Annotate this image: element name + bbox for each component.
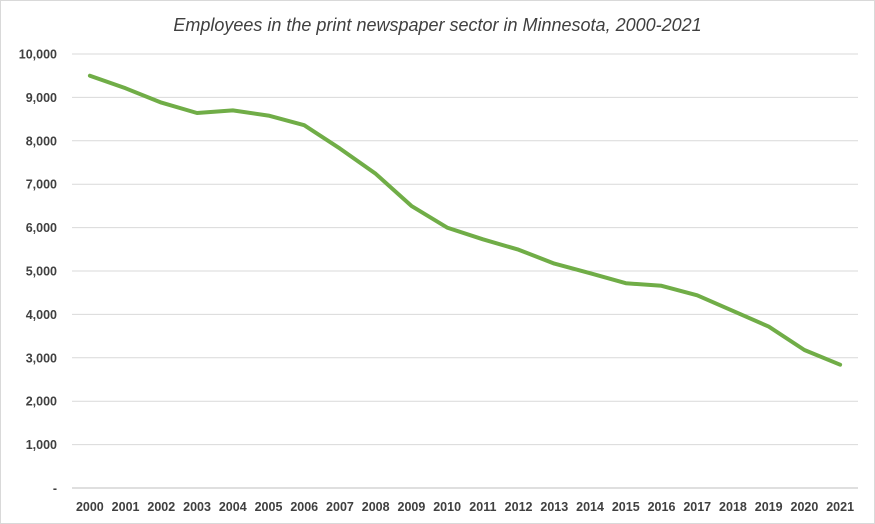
y-tick-label: 4,000 [26,308,57,322]
series-layer [87,73,843,367]
y-tick-label: 2,000 [26,395,57,409]
y-tick-label: 7,000 [26,178,57,192]
x-tick-label: 2004 [219,500,247,514]
x-tick-label: 2002 [147,500,175,514]
y-tick-label: - [53,482,57,496]
x-tick-label: 2006 [290,500,318,514]
x-tick-label: 2021 [826,500,854,514]
x-axis-tick-labels: 2000 2001 2002 2003 2004 2005 2006 2007 2008 2009… [76,500,854,514]
y-tick-label: 1,000 [26,438,57,452]
y-tick-label: 9,000 [26,91,57,105]
grid-layer [72,53,858,489]
x-tick-label: 2001 [112,500,140,514]
x-tick-label: 2016 [648,500,676,514]
x-tick-label: 2008 [362,500,390,514]
x-tick-label: 2014 [576,500,604,514]
x-tick-label: 2003 [183,500,211,514]
y-tick-label: 3,000 [26,351,57,365]
x-tick-label: 2000 [76,500,104,514]
y-tick-label: 8,000 [26,134,57,148]
x-tick-label: 2011 [469,500,496,514]
chart-title: Employees in the print newspaper sector … [173,15,702,35]
x-tick-label: 2013 [540,500,568,514]
y-tick-label: 6,000 [26,221,57,235]
x-tick-label: 2020 [791,500,819,514]
x-tick-label: 2017 [683,500,711,514]
y-tick-label: 5,000 [26,265,57,279]
x-tick-label: 2009 [398,500,426,514]
x-tick-label: 2019 [755,500,783,514]
x-tick-label: 2007 [326,500,354,514]
x-tick-label: 2018 [719,500,747,514]
x-tick-label: 2010 [433,500,461,514]
y-axis-tick-labels: - 1,000 2,000 3,000 4,000 5,000 6,000 7,000 8,00… [19,48,57,496]
y-tick-label: 10,000 [19,48,57,62]
x-tick-label: 2012 [505,500,533,514]
x-tick-label: 2015 [612,500,640,514]
x-tick-label: 2005 [255,500,283,514]
series-line [87,73,843,367]
